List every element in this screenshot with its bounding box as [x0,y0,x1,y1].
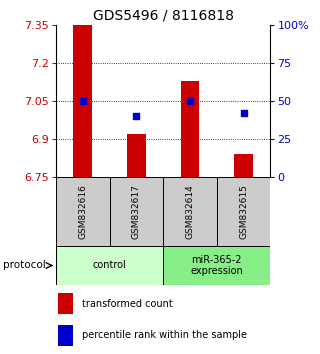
Bar [58,325,73,346]
Bar [127,134,146,177]
Bar [56,177,109,246]
Bar [217,177,270,246]
Text: GSM832614: GSM832614 [186,184,195,239]
Text: transformed count: transformed count [82,299,172,309]
Bar [163,177,217,246]
Bar [73,25,92,177]
Text: GSM832616: GSM832616 [78,184,87,239]
Point [80,98,85,104]
Text: percentile rank within the sample: percentile rank within the sample [82,330,247,340]
Point [134,113,139,119]
Bar [58,293,73,314]
Title: GDS5496 / 8116818: GDS5496 / 8116818 [93,8,234,22]
Bar [110,177,163,246]
Text: miR-365-2
expression: miR-365-2 expression [190,255,243,276]
Text: control: control [93,261,126,270]
Text: GSM832615: GSM832615 [239,184,248,239]
Bar [56,246,163,285]
Bar [234,154,253,177]
Point [241,110,246,116]
Text: protocol: protocol [3,261,46,270]
Point [188,98,193,104]
Text: GSM832617: GSM832617 [132,184,141,239]
Bar [163,246,270,285]
Bar [180,81,199,177]
